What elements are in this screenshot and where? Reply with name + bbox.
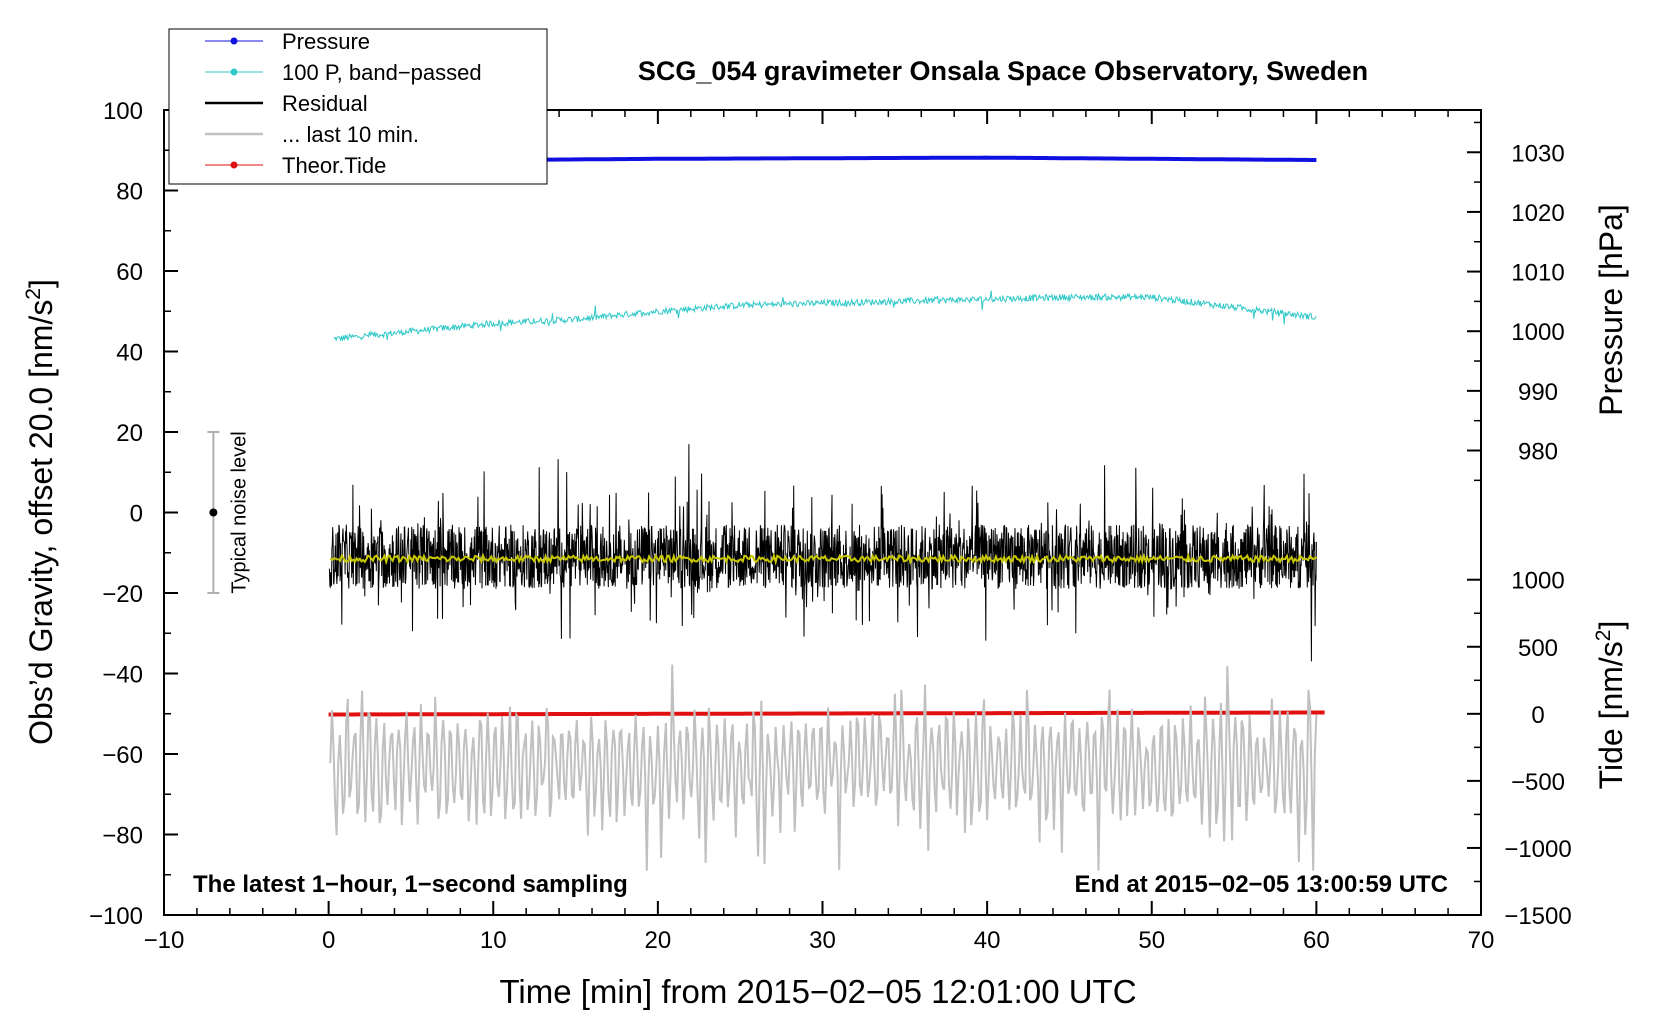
y-tick-label: −80 <box>102 823 143 850</box>
tide-tick-label: 0 <box>1531 702 1544 729</box>
y-tick-label: 80 <box>116 179 143 206</box>
series-theor-tide <box>328 710 1325 717</box>
noise-bar-label: Typical noise level <box>228 431 250 593</box>
y-tick-label: −100 <box>89 903 143 930</box>
y-axis-label-tide-text: Tide [nm/s <box>1593 641 1629 789</box>
x-tick-label: 40 <box>974 927 1001 954</box>
axis-layer: −10 0 10 20 30 40 50 60 70−100−80−60−40−20020406… <box>89 98 1572 954</box>
y-axis-label-left: Obs’d Gravity, offset 20.0 [nm/s2] <box>22 279 59 745</box>
x-tick-label: 50 <box>1138 927 1165 954</box>
y-axis-label-pressure: Pressure [hPa] <box>1593 204 1629 416</box>
noise-bar: Typical noise level <box>207 431 250 594</box>
y-axis-label-tide: Tide [nm/s2] <box>1592 621 1629 790</box>
x-tick-label: 70 <box>1468 927 1495 954</box>
x-tick-label: −10 <box>144 927 185 954</box>
legend-marker <box>230 68 238 76</box>
x-axis-label: Time [min] from 2015−02−05 12:01:00 UTC <box>499 973 1136 1010</box>
chart-title: SCG_054 gravimeter Onsala Space Observat… <box>638 56 1368 86</box>
legend-label: Theor.Tide <box>282 153 386 178</box>
legend-box <box>168 28 548 185</box>
x-tick-label: 20 <box>645 927 672 954</box>
annotation-left: The latest 1−hour, 1−second sampling <box>193 871 628 898</box>
pressure-tick-label: 1030 <box>1511 140 1564 167</box>
pressure-tick-label: 980 <box>1518 439 1558 466</box>
x-tick-label: 30 <box>809 927 836 954</box>
y-tick-label: 100 <box>103 98 143 125</box>
legend-marker <box>230 37 238 45</box>
y-axis-label-tide-close: ] <box>1593 621 1629 630</box>
legend-label: ... last 10 min. <box>282 122 419 147</box>
noise-bar-point <box>209 508 218 517</box>
tide-tick-label: −1000 <box>1504 836 1571 863</box>
series-band-passed <box>333 290 1317 342</box>
tide-tick-label: 1000 <box>1511 568 1564 595</box>
x-tick-label: 10 <box>480 927 507 954</box>
tide-tick-label: 500 <box>1518 635 1558 662</box>
y-tick-label: 40 <box>116 340 143 367</box>
legend-label: Residual <box>282 91 368 116</box>
y-tick-label: −60 <box>102 742 143 769</box>
y-axis-label-left-close: ] <box>23 279 59 288</box>
legend-entries: Pressure 100 P, band−passed Residual ... la… <box>205 29 482 178</box>
y-axis-label-left-sup: 2 <box>22 288 45 300</box>
y-tick-label: 0 <box>130 501 143 528</box>
tide-tick-label: −1500 <box>1504 903 1571 930</box>
pressure-tick-label: 1010 <box>1511 260 1564 287</box>
y-tick-label: 20 <box>116 420 143 447</box>
legend-label: 100 P, band−passed <box>282 60 482 85</box>
y-tick-label: −40 <box>102 662 143 689</box>
pressure-tick-label: 1000 <box>1511 319 1564 346</box>
annotation-right: End at 2015−02−05 13:00:59 UTC <box>1074 871 1448 898</box>
legend: Pressure 100 P, band−passed Residual ... la… <box>168 28 548 185</box>
x-tick-label: 0 <box>322 927 335 954</box>
pressure-tick-label: 990 <box>1518 379 1558 406</box>
legend-marker <box>230 161 238 169</box>
y-axis-label-left-text: Obs’d Gravity, offset 20.0 [nm/s <box>23 300 59 745</box>
tide-tick-label: −500 <box>1511 769 1565 796</box>
y-tick-label: 60 <box>116 259 143 286</box>
legend-label: Pressure <box>282 29 370 54</box>
pressure-tick-label: 1020 <box>1511 200 1564 227</box>
series-last-10-min <box>329 664 1318 871</box>
y-tick-label: −20 <box>102 581 143 608</box>
series-residual <box>328 444 1317 662</box>
x-tick-label: 60 <box>1303 927 1330 954</box>
y-axis-label-tide-sup: 2 <box>1592 630 1615 642</box>
series-residual-mean <box>329 552 1318 566</box>
